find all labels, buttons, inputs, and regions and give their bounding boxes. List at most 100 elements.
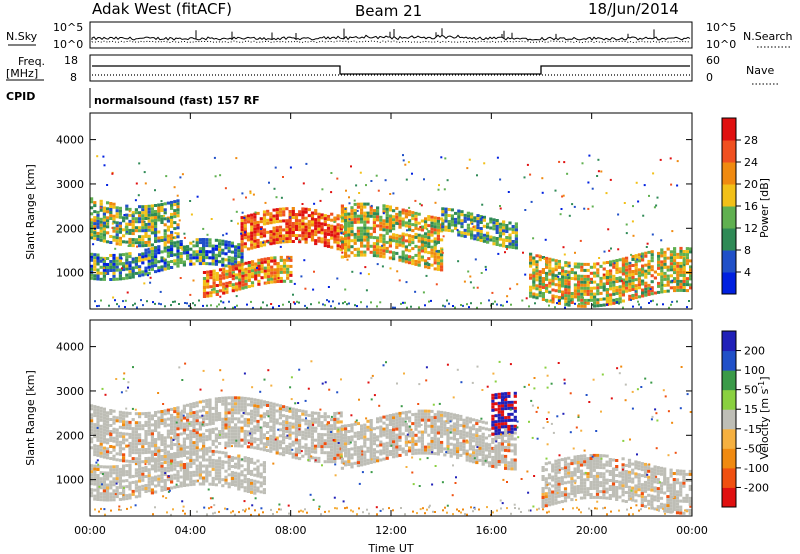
data-region: [340, 409, 517, 471]
y-tick-label: 2000: [56, 222, 84, 235]
cpid-text: normalsound (fast) 157 RF: [94, 94, 260, 107]
colorbar-swatch: [722, 487, 736, 508]
velocity-colorbar-frame: [721, 330, 737, 508]
data-region: [90, 449, 266, 502]
velocity-colorbar-label-end: ]: [758, 376, 771, 380]
colorbar-swatch: [722, 250, 736, 273]
power-colorbar: 28 24 20 16 12 8 4 Power [dB]: [721, 117, 771, 295]
freq-frame: [89, 54, 693, 82]
colorbar-tick-label: 15: [744, 403, 758, 416]
colorbar-tick-label: 28: [744, 134, 758, 147]
velocity-data: [90, 360, 692, 516]
nsearch-top-tick: 10^5: [706, 21, 736, 34]
velocity-colorbar-label: Velocity [m s-1]: [757, 376, 771, 459]
colorbar-tick-label: 50: [744, 384, 758, 397]
velocity-colorbar-label-sup: -1: [757, 381, 766, 389]
x-tick-label: 08:00: [275, 524, 307, 537]
x-tick-label: 00:00: [74, 524, 106, 537]
colorbar-swatch: [722, 162, 736, 185]
power-colorbar-label: Power [dB]: [758, 178, 771, 238]
y-tick-label: 1000: [56, 474, 84, 487]
freq-tick-bottom: 8: [70, 71, 77, 84]
colorbar-tick-label: 8: [744, 244, 751, 257]
data-region: [529, 246, 692, 308]
colorbar-tick-label: -50: [744, 442, 762, 455]
power-ylabel: Slant Range [km]: [24, 164, 37, 260]
x-tick-label: 00:00: [676, 524, 708, 537]
y-tick-label: 4000: [56, 341, 84, 354]
colorbar-tick-label: 100: [744, 364, 765, 377]
nsky-trace: [91, 28, 691, 41]
colorbar-tick-label: -200: [744, 481, 769, 494]
data-region: [90, 197, 180, 248]
freq-label: Freq.: [18, 55, 45, 68]
freq-panel: Freq. [MHz] 18 8 60 0 Nave: [6, 54, 780, 85]
colorbar-swatch: [722, 389, 736, 410]
data-region: [491, 391, 517, 436]
colorbar-tick-label: 20: [744, 178, 758, 191]
nsearch-bottom-tick: 10^0: [706, 38, 736, 51]
nsky-frame: [89, 21, 693, 49]
colorbar-tick-label: -15: [744, 423, 762, 436]
data-region: [240, 207, 343, 253]
y-tick-label: 3000: [56, 385, 84, 398]
nsearch-label: N.Search: [743, 30, 793, 43]
colorbar-tick-label: 4: [744, 266, 751, 279]
colorbar-tick-label: -100: [744, 462, 769, 475]
y-tick-label: 2000: [56, 429, 84, 442]
colorbar-swatch: [722, 228, 736, 251]
velocity-ylabel: Slant Range [km]: [24, 370, 37, 466]
velocity-x-ticks: 00:00 04:00 08:00 12:00 16:00 20:00 00:00: [74, 320, 708, 537]
freq-tick-top: 18: [64, 54, 78, 67]
power-data: [90, 154, 692, 309]
colorbar-swatch: [722, 448, 736, 469]
colorbar-swatch: [722, 206, 736, 229]
colorbar-tick-label: 200: [744, 345, 765, 358]
beam-title: Beam 21: [355, 2, 422, 20]
velocity-colorbar-label-main: Velocity [m s: [758, 388, 771, 459]
freq-unit: [MHz]: [6, 67, 38, 80]
colorbar-swatch: [722, 272, 736, 295]
date-title: 18/Jun/2014: [588, 0, 679, 18]
cpid-label: CPID: [6, 90, 35, 103]
colorbar-tick-label: 24: [744, 156, 758, 169]
velocity-panel: 4000 3000 2000 1000 00:00 04:00 08:00 12:00 16:…: [24, 319, 708, 554]
data-region: [340, 202, 444, 272]
x-tick-label: 16:00: [475, 524, 507, 537]
colorbar-swatch: [722, 350, 736, 371]
scatter-speckle: [92, 154, 690, 309]
colorbar-swatch: [722, 140, 736, 163]
nsky-bottom-tick: 10^0: [53, 38, 83, 51]
x-tick-label: 20:00: [576, 524, 608, 537]
colorbar-swatch: [722, 331, 736, 352]
nsky-top-tick: 10^5: [53, 21, 83, 34]
data-region: [90, 238, 244, 281]
colorbar-swatch: [722, 118, 736, 141]
nsearch-trace: [91, 40, 691, 44]
data-region: [441, 207, 518, 250]
colorbar-swatch: [722, 467, 736, 488]
power-panel: 4000 3000 2000 1000 Slant Range [km]: [24, 112, 693, 310]
data-region: [541, 453, 692, 515]
freq-trace: [92, 65, 690, 75]
y-tick-label: 4000: [56, 134, 84, 147]
y-tick-label: 1000: [56, 267, 84, 280]
y-tick-label: 3000: [56, 178, 84, 191]
nave-tick-bottom: 0: [706, 71, 713, 84]
colorbar-swatch: [722, 409, 736, 430]
colorbar-tick-label: 12: [744, 222, 758, 235]
colorbar-swatch: [722, 428, 736, 449]
velocity-colorbar: 200 100 50 15 -15 -50 -100 -200 Velocity [m s-1…: [721, 330, 771, 508]
scatter-speckle: [94, 360, 692, 516]
x-tick-label: 04:00: [174, 524, 206, 537]
nsky-panel: N.Sky 10^5 10^0 10^5 10^0 N.Search: [6, 21, 793, 51]
data-region: [202, 255, 293, 298]
power-x-ticks: [89, 113, 693, 309]
cpid-row: CPID normalsound (fast) 157 RF: [6, 88, 260, 108]
x-axis-label: Time UT: [367, 542, 413, 554]
velocity-y-ticks: 4000 3000 2000 1000: [56, 341, 692, 487]
colorbar-swatch: [722, 184, 736, 207]
nave-label: Nave: [746, 64, 774, 77]
nsky-label: N.Sky: [6, 30, 38, 43]
